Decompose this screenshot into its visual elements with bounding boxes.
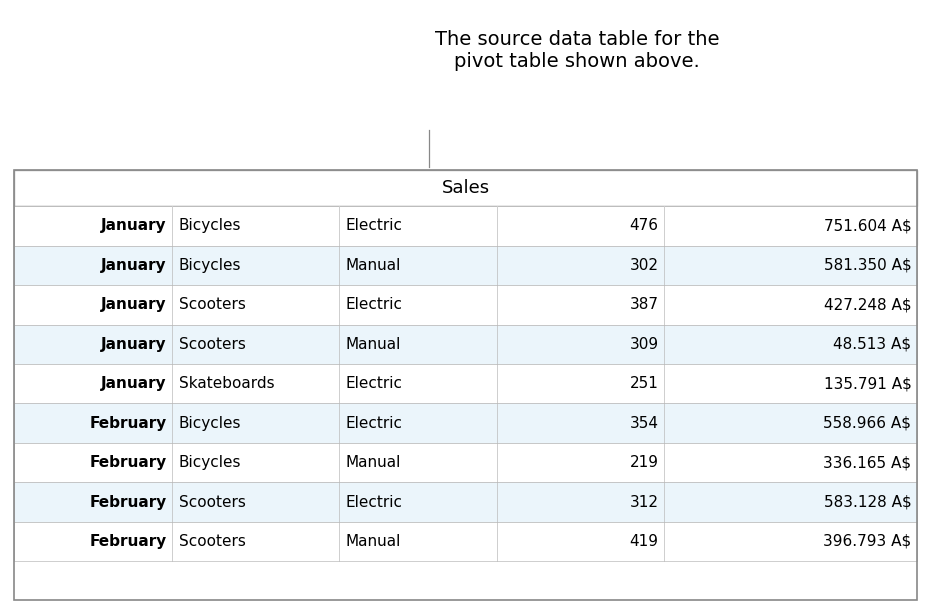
Text: The source data table for the
pivot table shown above.: The source data table for the pivot tabl…	[435, 30, 720, 72]
Text: Manual: Manual	[345, 534, 401, 549]
Text: 251: 251	[629, 376, 658, 391]
Text: Bicycles: Bicycles	[179, 416, 241, 431]
Bar	[14, 482, 917, 522]
Text: February: February	[89, 416, 167, 431]
Text: February: February	[89, 534, 167, 549]
Text: 309: 309	[629, 337, 658, 352]
Bar	[14, 170, 917, 600]
Text: 135.791 A$: 135.791 A$	[824, 376, 911, 391]
Text: 302: 302	[629, 258, 658, 273]
Text: January: January	[101, 258, 167, 273]
Text: Manual: Manual	[345, 337, 401, 352]
Text: Date: Date	[20, 216, 65, 235]
Text: Manual: Manual	[345, 258, 401, 273]
Text: 751.604 A$: 751.604 A$	[824, 219, 911, 233]
Text: 219: 219	[629, 455, 658, 470]
Bar	[14, 522, 917, 561]
Text: Electric: Electric	[345, 416, 402, 431]
Text: Scooters: Scooters	[179, 494, 246, 510]
Bar	[14, 364, 917, 404]
Text: Scooters: Scooters	[179, 337, 246, 352]
Text: Scooters: Scooters	[179, 534, 246, 549]
Text: 312: 312	[629, 494, 658, 510]
Text: 387: 387	[629, 298, 658, 312]
Text: 581.350 A$: 581.350 A$	[824, 258, 911, 273]
Text: 336.165 A$: 336.165 A$	[823, 455, 911, 470]
Text: January: January	[101, 219, 167, 233]
Bar	[14, 206, 917, 245]
Text: Scooters: Scooters	[179, 298, 246, 312]
Text: 558.966 A$: 558.966 A$	[823, 416, 911, 431]
Text: Revenue: Revenue	[670, 216, 752, 235]
Text: 476: 476	[629, 219, 658, 233]
Text: Skateboards: Skateboards	[179, 376, 274, 391]
Text: Sales: Sales	[441, 179, 490, 197]
Bar	[14, 170, 917, 206]
Text: 583.128 A$: 583.128 A$	[824, 494, 911, 510]
Text: January: January	[101, 337, 167, 352]
Text: 419: 419	[629, 534, 658, 549]
Text: Power: Power	[345, 216, 404, 235]
Text: Electric: Electric	[345, 298, 402, 312]
Text: Electric: Electric	[345, 219, 402, 233]
Text: February: February	[89, 494, 167, 510]
Text: Bicycles: Bicycles	[179, 258, 241, 273]
Bar	[14, 206, 917, 245]
Bar	[14, 404, 917, 443]
Bar	[14, 245, 917, 285]
Text: Electric: Electric	[345, 376, 402, 391]
Text: 427.248 A$: 427.248 A$	[824, 298, 911, 312]
Text: January: January	[101, 376, 167, 391]
Bar	[14, 325, 917, 364]
Text: Bicycles: Bicycles	[179, 455, 241, 470]
Text: Electric: Electric	[345, 494, 402, 510]
Text: 48.513 A$: 48.513 A$	[833, 337, 911, 352]
Text: Product: Product	[179, 216, 252, 235]
Text: January: January	[101, 298, 167, 312]
Text: February: February	[89, 455, 167, 470]
Text: Bicycles: Bicycles	[179, 219, 241, 233]
Text: 354: 354	[629, 416, 658, 431]
Text: 396.793 A$: 396.793 A$	[823, 534, 911, 549]
Text: Manual: Manual	[345, 455, 401, 470]
Text: Units: Units	[504, 216, 552, 235]
Bar	[14, 285, 917, 325]
Bar	[14, 443, 917, 482]
